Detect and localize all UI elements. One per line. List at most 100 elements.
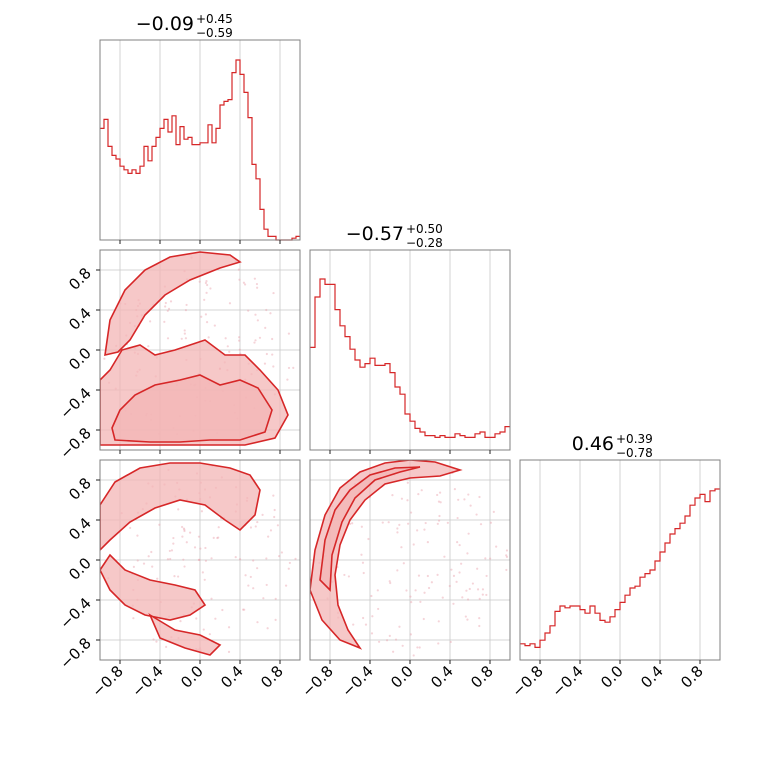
contour-panel-0-1-dot-129 (205, 321, 209, 324)
contour-panel-1-2-dot-21 (475, 513, 478, 516)
contour-panel-1-2-dot-76 (495, 545, 498, 548)
contour-panel-0-2-contour-fill-0 (100, 463, 260, 550)
contour-panel-1-2-dot-113 (396, 569, 399, 572)
contour-panel-0-1-dot-84 (263, 362, 267, 365)
contour-panel-1-2-dot-22 (453, 488, 456, 491)
contour-panel-0-2-dot-79 (170, 549, 174, 552)
contour-panel-0-2-dot-80 (249, 526, 253, 529)
contour-panel-0-1-dot-73 (166, 309, 169, 312)
contour-panel-0-2-xtick-label-4: 0.8 (257, 662, 287, 692)
contour-panel-1-2-dot-110 (481, 588, 485, 591)
contour-panel-0-1-dot-67 (247, 309, 250, 312)
contour-panel-0-2-dot-128 (217, 526, 220, 529)
contour-panel-1-2-dot-1 (426, 541, 429, 544)
contour-panel-0-2-dot-68 (179, 620, 182, 623)
contour-panel-0-2-dot-124 (136, 534, 139, 537)
contour-panel-0-2-dot-87 (273, 508, 276, 512)
hist-panel-1-title-plus: +0.50 (406, 222, 443, 236)
contour-panel-1-2-dot-43 (424, 521, 427, 525)
contour-panel-1-2-dot-69 (439, 501, 442, 504)
contour-panel-0-1-dot-28 (180, 337, 183, 340)
contour-panel-1-2-dot-57 (388, 634, 391, 637)
hist-panel-2-xtick-label-0: −0.8 (508, 662, 546, 700)
contour-panel-1-2-xtick-label-3: 0.4 (427, 662, 457, 692)
contour-panel-0-2-dot-54 (129, 526, 132, 530)
contour-panel-1-2-dot-41 (362, 616, 365, 620)
contour-panel-0-2-dot-31 (262, 597, 265, 600)
contour-panel-0-1-dot-101 (253, 341, 256, 344)
contour-panel-0-1-dot-35 (256, 286, 259, 289)
contour-panel-0-2-dot-137 (136, 559, 139, 562)
contour-panel-0-2-ytick-label-4: 0.8 (65, 474, 95, 504)
contour-panel-1-2-dot-46 (377, 640, 381, 643)
contour-panel-0-1-dot-60 (264, 326, 267, 329)
contour-panel-0-1-dot-40 (271, 337, 274, 341)
contour-panel-1-2-dot-52 (400, 546, 403, 549)
contour-panel-1-2-dot-130 (478, 616, 481, 620)
contour-panel-0-1-plot-area (100, 251, 295, 446)
contour-panel-1-2-dot-139 (448, 584, 451, 588)
contour-panel-0-1-dot-131 (272, 365, 275, 368)
contour-panel-0-2-dot-24 (261, 513, 264, 516)
hist-panel-2-xtick-label-3: 0.4 (637, 662, 667, 692)
contour-panel-0-1-dot-41 (164, 305, 167, 308)
contour-panel-1-2-dot-136 (402, 562, 405, 565)
contour-panel-0-1-contour-fill-1 (112, 375, 272, 442)
contour-panel-1-2-xtick-label-2: 0.0 (387, 662, 417, 692)
contour-panel-0-2-dot-90 (278, 555, 281, 558)
contour-panel-0-2-contour-line-2 (148, 613, 222, 656)
contour-panel-0-2-dot-96 (150, 550, 153, 554)
contour-panel-1-2-dot-94 (476, 567, 479, 570)
contour-panel-1-2-dot-48 (455, 580, 458, 583)
contour-panel-0-1-dot-52 (207, 336, 210, 339)
contour-panel-0-1-dot-114 (254, 339, 257, 342)
contour-panel-0-1-dot-99 (238, 278, 241, 281)
contour-panel-1-2-dot-93 (460, 562, 463, 565)
contour-panel-1-2-dot-32 (400, 497, 404, 500)
contour-panel-1-2-dot-30 (446, 521, 449, 524)
contour-panel-1-2-dot-137 (352, 623, 355, 626)
contour-panel-1-2-dot-89 (412, 543, 415, 546)
contour-panel-0-1-dot-27 (254, 313, 257, 316)
contour-panel-0-1-dot-102 (103, 357, 106, 360)
contour-panel-0-2-ytick-label-0: −0.8 (56, 634, 94, 672)
contour-panel-0-1-dot-26 (204, 313, 208, 316)
contour-panel-0-1-dot-109 (149, 320, 152, 323)
contour-panel-0-2-dot-61 (276, 524, 279, 527)
contour-panel-0-1-dot-62 (183, 329, 186, 332)
contour-panel-1-2-dot-45 (416, 646, 419, 649)
contour-panel-1-2-dot-115 (469, 504, 472, 507)
contour-panel-1-2-dot-49 (485, 574, 488, 578)
contour-panel-1-2-dot-24 (489, 557, 492, 560)
contour-panel-0-2-dot-98 (183, 565, 186, 568)
contour-panel-1-2-dot-6 (409, 633, 412, 636)
contour-panel-1-2-dot-33 (484, 557, 487, 560)
contour-panel-0-1-ytick-label-0: −0.8 (56, 424, 94, 462)
contour-panel-1-2-dot-101 (430, 581, 433, 584)
contour-panel-0-2-dot-1 (172, 536, 175, 540)
contour-panel-0-2-dot-18 (151, 565, 154, 568)
contour-panel-1-2-dot-133 (505, 549, 509, 552)
contour-panel-0-1-ytick-label-1: −0.4 (56, 384, 94, 422)
contour-panel-1-2-xtick-label-0: −0.8 (298, 662, 336, 700)
contour-panel-0-1-ytick-label-4: 0.8 (65, 264, 95, 294)
hist-panel-2-title-median: 0.46 (572, 433, 614, 455)
contour-panel-1-2-dot-114 (407, 522, 410, 525)
contour-panel-0-2-dot-29 (288, 561, 291, 565)
contour-panel-1-2-dot-38 (492, 510, 495, 513)
contour-panel-1-2-dot-35 (360, 525, 363, 528)
contour-panel-0-1-ytick-label-2: 0.0 (65, 344, 95, 374)
contour-panel-0-2-dot-70 (227, 650, 231, 653)
contour-panel-0-1-dot-65 (238, 348, 241, 351)
contour-panel-0-2-dot-63 (198, 558, 201, 561)
contour-panel-0-1-dot-61 (147, 345, 150, 348)
contour-panel-0-2-xtick-label-3: 0.4 (217, 662, 247, 692)
contour-panel-0-1-dot-98 (243, 283, 247, 286)
contour-panel-0-2-dot-73 (165, 645, 168, 649)
contour-panel-0-2-dot-101 (152, 638, 155, 641)
contour-panel-1-2-dot-13 (456, 540, 459, 544)
contour-panel-1-2-dot-56 (398, 523, 401, 526)
contour-panel-1-2-dot-129 (476, 588, 480, 591)
contour-panel-1-2-dot-128 (437, 620, 440, 623)
contour-panel-1-2-contour-line-1 (319, 466, 421, 592)
